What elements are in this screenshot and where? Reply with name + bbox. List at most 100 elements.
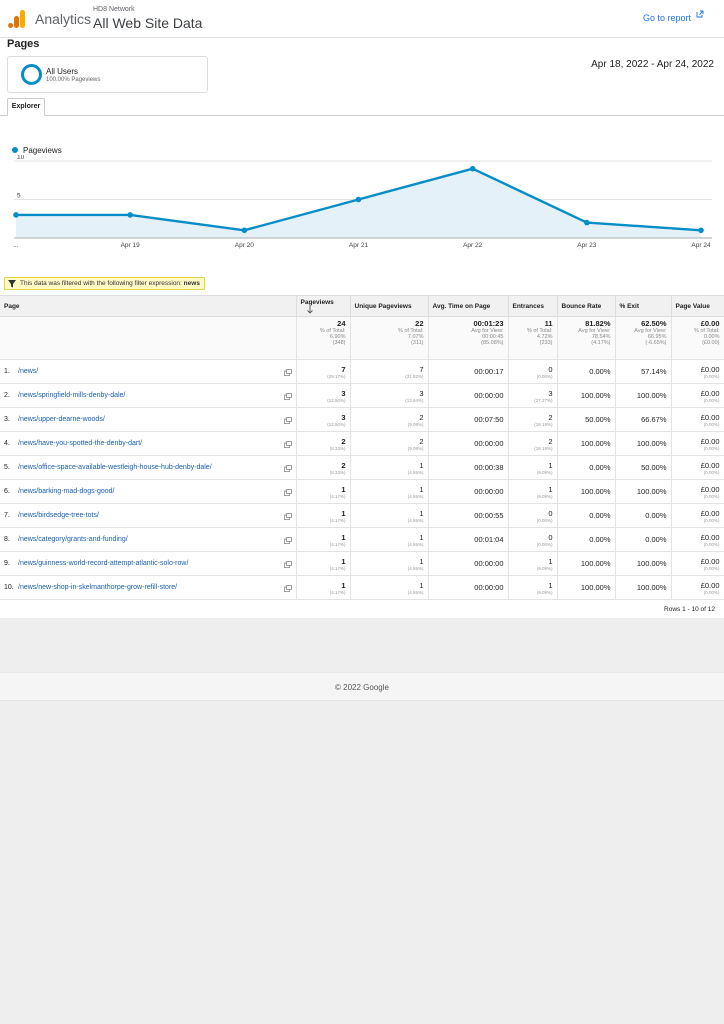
external-link-icon[interactable] bbox=[696, 10, 704, 18]
data-point[interactable] bbox=[698, 227, 704, 234]
data-point[interactable] bbox=[13, 212, 19, 218]
sort-desc-icon[interactable] bbox=[306, 305, 313, 314]
page-link[interactable]: /news/have-you-spotted-the-denby-dart/ bbox=[18, 439, 143, 447]
tab-explorer[interactable]: Explorer bbox=[7, 98, 45, 116]
page-link[interactable]: /news/birdsedge-tree-tots/ bbox=[18, 511, 99, 519]
table-row: 2./news/springfield-mills-denby-dale/3 (1… bbox=[0, 383, 724, 408]
date-range-picker[interactable]: Apr 18, 2022 - Apr 24, 2022 bbox=[591, 59, 714, 70]
cell-value: 1 bbox=[419, 580, 424, 590]
popout-icon[interactable] bbox=[283, 416, 292, 424]
popout-icon[interactable] bbox=[283, 536, 292, 544]
popout-icon[interactable] bbox=[283, 488, 292, 496]
page-cell: 3. /news/upper-dearne-woods/ bbox=[0, 407, 297, 432]
popout-icon[interactable] bbox=[283, 584, 292, 592]
page-value-cell: £0.00 (0.00%) bbox=[671, 575, 724, 600]
page-link[interactable]: /news/category/grants-and-funding/ bbox=[18, 535, 128, 543]
table-row: 4. /news/have-you-spotted-the-denby-dart/… bbox=[0, 431, 724, 456]
x-tick-label: Apr 19 bbox=[121, 242, 141, 249]
avg-time-cell: 00:07:50 bbox=[428, 407, 509, 432]
popout-icon[interactable] bbox=[283, 512, 292, 520]
analytics-logo-icon[interactable] bbox=[8, 9, 26, 29]
popout-icon[interactable] bbox=[283, 464, 292, 472]
cell-value: 0.00% bbox=[589, 463, 611, 472]
col-avg-time[interactable]: Avg. Time on Page bbox=[428, 295, 509, 317]
cell-value: 100.00% bbox=[580, 391, 611, 400]
cell-percent: (12.50%) bbox=[327, 397, 346, 403]
cell-percent: (0.00%) bbox=[536, 541, 553, 547]
col-pageviews-label: Pageviews bbox=[300, 298, 334, 306]
cell-percent: (4.17%) bbox=[329, 517, 346, 523]
data-point[interactable] bbox=[584, 219, 590, 226]
cell-value: 100.00% bbox=[636, 487, 667, 496]
data-point[interactable] bbox=[469, 165, 476, 172]
col-bounce-rate[interactable]: Bounce Rate bbox=[557, 295, 616, 317]
page-link[interactable]: /news/upper-dearne-woods/ bbox=[18, 415, 105, 423]
page-link[interactable]: /news/new-shop-in-skelmanthorpe-grow-ref… bbox=[18, 583, 178, 591]
cell-value: 1 bbox=[548, 460, 553, 470]
row-rank: 3. bbox=[4, 415, 10, 423]
cell-value: 1 bbox=[548, 556, 553, 566]
total-value: 81.82% bbox=[585, 319, 611, 328]
cell-value: 00:07:50 bbox=[474, 415, 504, 424]
popout-icon[interactable] bbox=[283, 440, 292, 448]
cell-percent: (4.17%) bbox=[329, 493, 346, 499]
x-tick-label: Apr 22 bbox=[463, 242, 483, 249]
table-row: 5. /news/office-space-available-westleigh… bbox=[0, 455, 724, 480]
x-tick-label: Apr 23 bbox=[577, 242, 597, 249]
cell-percent: (9.09%) bbox=[536, 589, 553, 595]
exit-cell: 100.00% bbox=[615, 479, 672, 504]
total-base: (4.17%) bbox=[591, 340, 611, 346]
cell-percent: (4.17%) bbox=[329, 589, 346, 595]
avg-time-cell: 00:00:00 bbox=[428, 383, 509, 408]
row-rank: 8. bbox=[4, 535, 10, 543]
exit-cell: 0.00% bbox=[615, 527, 672, 552]
unique-pageviews-cell: 7 (31.82%) bbox=[350, 359, 429, 384]
page-link[interactable]: /news/guinness-world-record-attempt-atla… bbox=[18, 559, 189, 567]
view-name[interactable]: All Web Site Data bbox=[93, 15, 203, 31]
cell-value: 1 bbox=[548, 580, 553, 590]
brand-name: Analytics bbox=[35, 11, 92, 27]
popout-icon[interactable] bbox=[283, 392, 292, 400]
property-name[interactable]: HD8 Network bbox=[93, 6, 135, 13]
page-value-cell: £0.00 (0.00%) bbox=[671, 551, 724, 576]
cell-value: 7 bbox=[419, 364, 424, 374]
col-entrances[interactable]: Entrances bbox=[508, 295, 558, 317]
popout-icon[interactable] bbox=[283, 368, 292, 376]
cell-percent: (18.18%) bbox=[534, 421, 553, 427]
cell-percent: (4.55%) bbox=[407, 469, 424, 475]
cell-value: 3 bbox=[548, 388, 553, 398]
cell-value: 0.00% bbox=[645, 511, 667, 520]
data-point[interactable] bbox=[355, 196, 362, 203]
go-to-report-link[interactable]: Go to report bbox=[642, 13, 691, 23]
cell-value: 00:00:55 bbox=[474, 511, 504, 520]
data-point[interactable] bbox=[241, 227, 248, 234]
cell-value: 100.00% bbox=[636, 439, 667, 448]
page-link[interactable]: /news/ bbox=[18, 367, 39, 375]
page-link[interactable]: /news/office-space-available-westleigh-h… bbox=[18, 463, 212, 471]
cell-percent: (0.00%) bbox=[536, 517, 553, 523]
col-pageviews[interactable]: Pageviews bbox=[296, 295, 351, 317]
col-unique-pageviews[interactable]: Unique Pageviews bbox=[350, 295, 429, 317]
data-point[interactable] bbox=[127, 212, 133, 218]
pageviews-cell: 1 (4.17%) bbox=[296, 551, 351, 576]
total-cell: 11% of Total: 4.72% (233) bbox=[508, 316, 558, 360]
exit-cell: 57.14% bbox=[615, 359, 672, 384]
bounce-rate-cell: 100.00% bbox=[557, 383, 616, 408]
segment-card[interactable]: All Users 100.00% Pageviews bbox=[7, 56, 208, 93]
page-link[interactable]: /news/barking-mad-dogs-good/ bbox=[18, 487, 115, 495]
col-page[interactable]: Page bbox=[0, 295, 297, 317]
cell-value: 0.00% bbox=[589, 511, 611, 520]
bounce-rate-cell: 0.00% bbox=[557, 359, 616, 384]
col-page-value[interactable]: Page Value bbox=[671, 295, 724, 317]
page-link[interactable]: /news/springfield-mills-denby-dale/ bbox=[18, 391, 126, 399]
row-rank: 1. bbox=[4, 367, 10, 375]
pageviews-chart[interactable]: 10 5... Apr 19 Apr 20 Apr 21 Apr 22 Apr 23 Apr … bbox=[0, 155, 724, 253]
row-rank: 7. bbox=[4, 511, 10, 519]
entrances-cell: 1 (9.09%) bbox=[508, 479, 558, 504]
popout-icon[interactable] bbox=[283, 560, 292, 568]
tab-bar-line bbox=[0, 115, 724, 116]
entrances-cell: 2 (18.18%) bbox=[508, 407, 558, 432]
table-row: 7./news/birdsedge-tree-tots/1 (4.17%) 1 (4.… bbox=[0, 503, 724, 528]
cell-value: £0.00 bbox=[700, 364, 720, 374]
col-exit[interactable]: % Exit bbox=[615, 295, 672, 317]
